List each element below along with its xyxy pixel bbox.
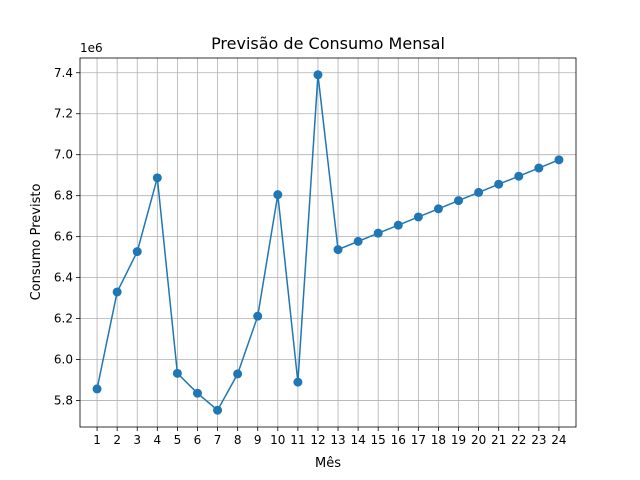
data-point [253, 311, 263, 321]
data-point [92, 384, 102, 394]
y-tick-label: 5.8 [54, 394, 73, 408]
x-tick-label: 16 [391, 433, 406, 447]
x-tick-label: 22 [511, 433, 526, 447]
y-tick-label: 6.8 [54, 189, 73, 203]
data-point [152, 173, 162, 183]
data-point [474, 187, 484, 197]
x-tick-label: 10 [270, 433, 285, 447]
axis-ticks: 1 2 3 4 5 6 7 8 9 10 11 12 13 14 15 16 17 18 19 20 21 22 23 245… [54, 66, 567, 447]
x-tick-label: 24 [551, 433, 566, 447]
data-point [293, 377, 303, 387]
x-tick-label: 7 [214, 433, 222, 447]
x-tick-label: 14 [350, 433, 365, 447]
data-point [172, 368, 182, 378]
series-layer [92, 70, 564, 415]
plot-frame [79, 57, 577, 428]
x-tick-label: 12 [310, 433, 325, 447]
data-point [333, 245, 343, 255]
data-point [514, 171, 524, 181]
data-point [494, 179, 504, 189]
x-tick-label: 19 [451, 433, 466, 447]
data-point [433, 204, 443, 214]
data-point [534, 163, 544, 173]
chart-title: Previsão de Consumo Mensal [211, 34, 445, 53]
y-tick-label: 7.2 [54, 107, 73, 121]
data-point [454, 196, 464, 206]
grid [80, 58, 576, 427]
y-tick-label: 6.4 [54, 271, 73, 285]
data-point [313, 70, 323, 80]
data-point [373, 228, 383, 238]
data-point [233, 369, 243, 379]
data-point [413, 212, 423, 222]
x-tick-label: 6 [194, 433, 202, 447]
data-point [273, 190, 283, 200]
y-tick-label: 6.2 [54, 312, 73, 326]
data-point [112, 287, 122, 297]
x-tick-label: 23 [531, 433, 546, 447]
y-axis-label: Consumo Previsto [29, 184, 44, 301]
x-tick-label: 13 [330, 433, 345, 447]
x-tick-label: 20 [471, 433, 486, 447]
data-point [393, 220, 403, 230]
x-tick-label: 2 [113, 433, 121, 447]
x-tick-label: 9 [254, 433, 262, 447]
data-point [353, 236, 363, 246]
y-tick-label: 7.4 [54, 66, 73, 80]
x-tick-label: 21 [491, 433, 506, 447]
x-tick-label: 1 [93, 433, 101, 447]
x-tick-label: 8 [234, 433, 242, 447]
x-axis-label: Mês [315, 456, 341, 471]
x-tick-label: 11 [290, 433, 305, 447]
x-tick-label: 5 [174, 433, 182, 447]
x-tick-label: 18 [431, 433, 446, 447]
y-offset-label: 1e6 [80, 41, 103, 55]
x-tick-label: 15 [371, 433, 386, 447]
x-tick-label: 17 [411, 433, 426, 447]
y-tick-label: 6.6 [54, 230, 73, 244]
data-point [554, 155, 564, 165]
x-tick-label: 3 [133, 433, 141, 447]
x-tick-label: 4 [153, 433, 161, 447]
data-point [213, 405, 223, 415]
y-tick-label: 6.0 [54, 353, 73, 367]
y-tick-label: 7.0 [54, 148, 73, 162]
data-point [192, 388, 202, 398]
data-point [132, 247, 142, 257]
